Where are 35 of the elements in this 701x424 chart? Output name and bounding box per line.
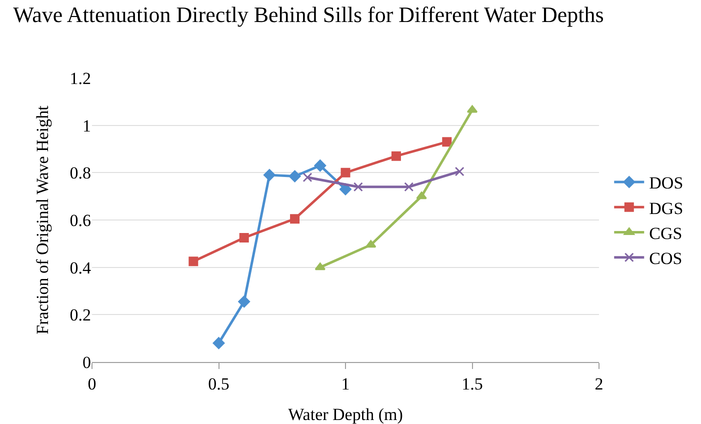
y-tick-label: 0.4 <box>70 258 92 278</box>
point <box>391 151 401 161</box>
y-tick-label: 0 <box>82 352 91 372</box>
x-tick-label: 2 <box>594 374 604 394</box>
point <box>416 192 427 200</box>
point <box>353 182 363 192</box>
point <box>188 256 198 266</box>
chart-title: Wave Attenuation Directly Behind Sills for Different Water Depths <box>13 2 604 27</box>
point <box>290 214 300 224</box>
point <box>302 172 312 182</box>
point <box>314 160 326 172</box>
point <box>288 170 301 182</box>
legend-label: DOS <box>649 174 684 193</box>
legend-label: COS <box>649 248 682 268</box>
point <box>239 233 249 242</box>
point <box>264 169 276 181</box>
point <box>238 296 250 308</box>
y-tick-label: 1.2 <box>70 68 91 88</box>
y-tick-label: 0.6 <box>70 210 91 230</box>
point <box>340 168 350 178</box>
x-tick-label: 1.5 <box>462 374 483 394</box>
y-tick-label: 1 <box>82 116 91 136</box>
y-axis-title: Fraction of Original Wave Height <box>33 105 52 334</box>
x-axis-title: Water Depth (m) <box>288 405 403 424</box>
y-tick-label: 0.2 <box>70 306 91 325</box>
point <box>404 182 414 192</box>
y-tick-label: 0.8 <box>70 164 91 183</box>
legend-label: DGS <box>649 198 684 218</box>
x-tick-label: 1 <box>341 374 350 394</box>
point <box>212 337 225 350</box>
point <box>340 183 352 196</box>
point <box>442 137 452 147</box>
legend-label: CGS <box>649 224 682 243</box>
x-tick-label: 0.5 <box>208 374 230 394</box>
point <box>454 166 464 176</box>
